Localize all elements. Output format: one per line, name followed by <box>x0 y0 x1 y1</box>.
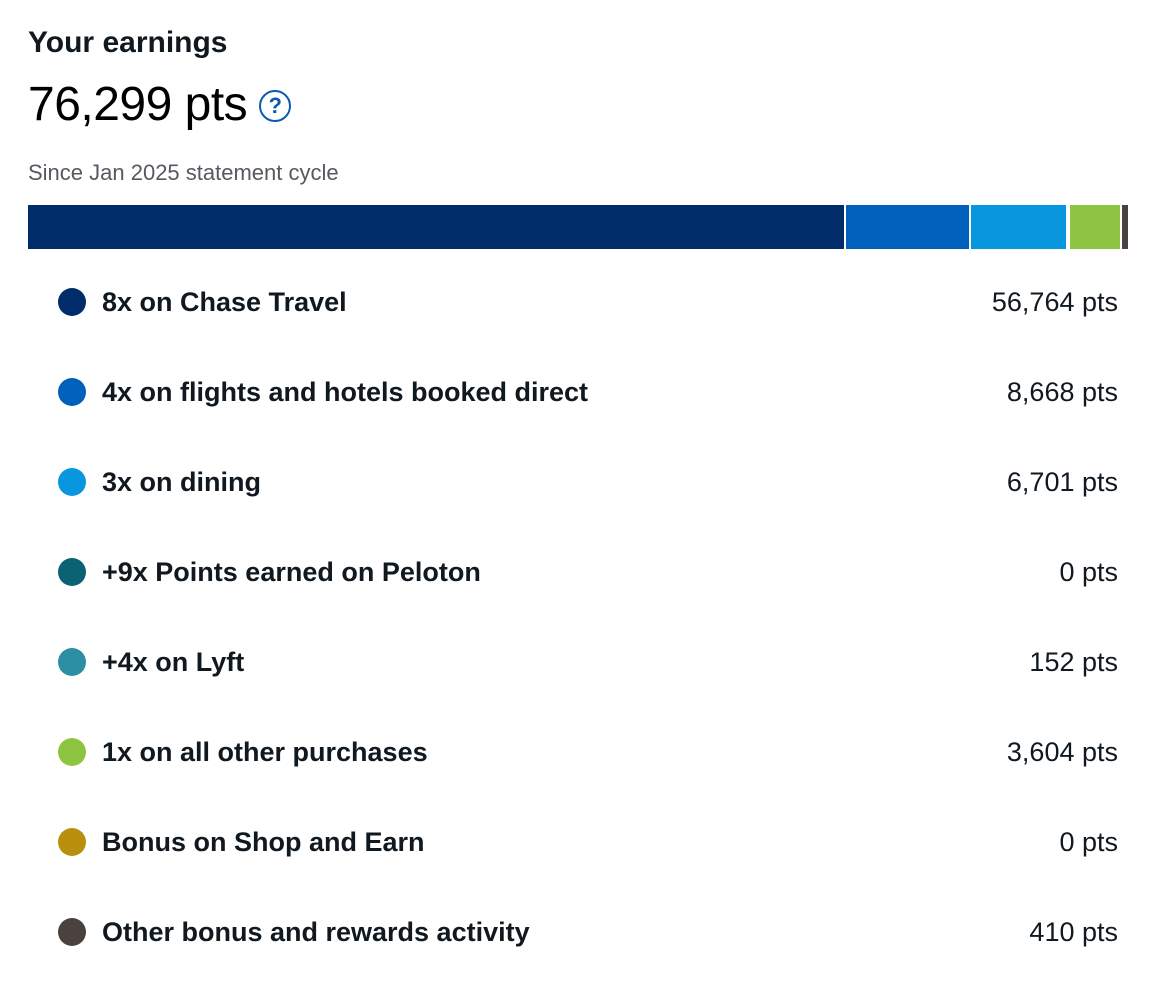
earnings-category-row: 1x on all other purchases 3,604 pts <box>58 707 1118 797</box>
category-color-dot <box>58 918 86 946</box>
category-label: Other bonus and rewards activity <box>102 916 530 947</box>
earnings-category-row: 3x on dining 6,701 pts <box>58 437 1118 527</box>
category-label: 8x on Chase Travel <box>102 286 347 317</box>
category-points: 0 pts <box>1059 556 1118 587</box>
category-points: 410 pts <box>1029 916 1118 947</box>
category-color-dot <box>58 378 86 406</box>
category-label: 1x on all other purchases <box>102 736 428 767</box>
breakdown-segment <box>846 205 972 249</box>
category-label: 4x on flights and hotels booked direct <box>102 376 589 407</box>
category-points: 8,668 pts <box>1006 376 1118 407</box>
category-label: Bonus on Shop and Earn <box>102 826 425 857</box>
breakdown-segment <box>971 205 1068 249</box>
category-points: 3,604 pts <box>1006 736 1118 767</box>
statement-cycle-note: Since Jan 2025 statement cycle <box>28 160 339 185</box>
category-color-dot <box>58 648 86 676</box>
category-color-dot <box>58 558 86 586</box>
category-points: 0 pts <box>1059 826 1118 857</box>
category-points: 152 pts <box>1029 646 1118 677</box>
earnings-category-list: 8x on Chase Travel 56,764 pts 4x on flight… <box>58 257 1118 977</box>
breakdown-segment <box>1067 205 1071 249</box>
earnings-category-row: +4x on Lyft 152 pts <box>58 617 1118 707</box>
total-points: 76,299 pts <box>28 77 248 131</box>
earnings-category-row: 4x on flights and hotels booked direct 8,… <box>58 347 1118 437</box>
earnings-breakdown-bar <box>28 205 1128 249</box>
earnings-category-row: 8x on Chase Travel 56,764 pts <box>58 257 1118 347</box>
breakdown-segment <box>1070 205 1123 249</box>
category-label: +9x Points earned on Peloton <box>102 556 481 587</box>
category-points: 56,764 pts <box>991 286 1118 317</box>
earnings-category-row: Bonus on Shop and Earn 0 pts <box>58 797 1118 887</box>
category-color-dot <box>58 828 86 856</box>
total-points-row: 76,299 pts ? <box>28 74 292 134</box>
category-color-dot <box>58 288 86 316</box>
category-color-dot <box>58 468 86 496</box>
category-color-dot <box>58 738 86 766</box>
page-title: Your earnings <box>28 26 228 59</box>
question-circle-icon[interactable]: ? <box>259 90 292 122</box>
category-label: +4x on Lyft <box>102 646 245 677</box>
category-label: 3x on dining <box>102 466 261 497</box>
category-points: 6,701 pts <box>1006 466 1118 497</box>
breakdown-segment <box>1122 205 1128 249</box>
earnings-category-row: Other bonus and rewards activity 410 pts <box>58 887 1118 977</box>
earnings-category-row: +9x Points earned on Peloton 0 pts <box>58 527 1118 617</box>
breakdown-segment <box>28 205 847 249</box>
